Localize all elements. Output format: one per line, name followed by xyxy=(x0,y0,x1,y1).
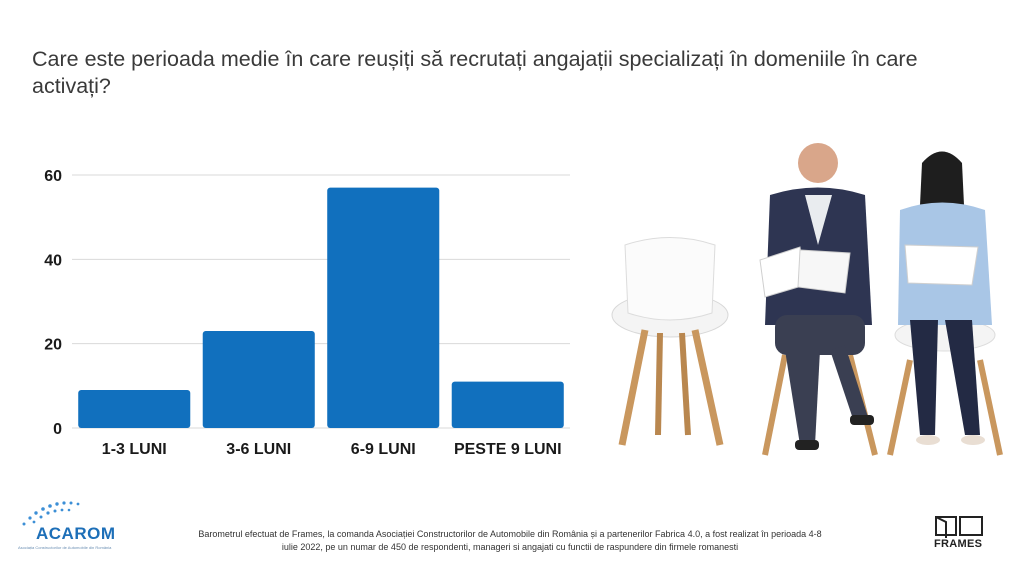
bar-chart: 0 20 40 60 1-3 LUNI 3-6 LUNI 6-9 LUNI PESTE 9 … xyxy=(44,168,570,458)
acarom-logo: ACAROM Asociația Constructorilor de Auto… xyxy=(14,498,134,558)
acarom-dots-icon xyxy=(22,501,80,526)
y-tick-label: 0 xyxy=(53,421,62,438)
x-category-label: 6-9 LUNI xyxy=(351,441,416,458)
y-tick-label: 60 xyxy=(44,168,62,185)
bar xyxy=(451,381,564,428)
acarom-wordmark: ACAROM xyxy=(36,524,116,543)
empty-chair-icon xyxy=(611,237,729,446)
y-tick-label: 40 xyxy=(44,252,62,269)
x-axis-categories: 1-3 LUNI 3-6 LUNI 6-9 LUNI PESTE 9 LUNI xyxy=(102,441,562,458)
frames-logo: FRAMES xyxy=(930,514,994,554)
bar xyxy=(78,390,191,428)
frames-wordmark: FRAMES xyxy=(934,538,983,550)
x-category-label: PESTE 9 LUNI xyxy=(454,441,562,458)
y-axis-ticks: 0 20 40 60 xyxy=(44,168,62,438)
bar xyxy=(202,331,315,428)
x-category-label: 3-6 LUNI xyxy=(226,441,291,458)
bars xyxy=(78,187,564,428)
frames-mark-icon xyxy=(935,516,983,538)
y-tick-label: 20 xyxy=(44,337,62,354)
x-category-label: 1-3 LUNI xyxy=(102,441,167,458)
footer-note: Barometrul efectuat de Frames, la comand… xyxy=(198,529,822,552)
people-on-chairs-image xyxy=(611,143,1003,456)
woman-reading-icon xyxy=(887,151,1003,456)
man-reading-icon xyxy=(759,143,878,456)
bar xyxy=(327,187,440,428)
acarom-tagline: Asociația Constructorilor de Automobile … xyxy=(18,545,112,550)
question-title: Care este perioada medie în care reușiți… xyxy=(32,47,918,98)
